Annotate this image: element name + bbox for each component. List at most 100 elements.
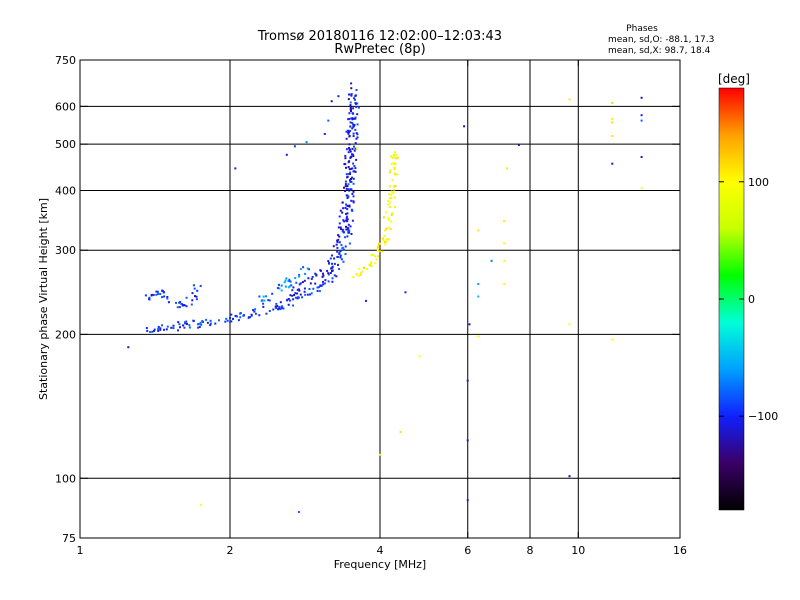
- data-point: [209, 322, 212, 325]
- data-point: [184, 322, 187, 325]
- data-point: [388, 171, 391, 174]
- data-point: [319, 284, 322, 287]
- data-point: [286, 298, 289, 301]
- data-point: [375, 258, 378, 261]
- data-point: [252, 309, 255, 312]
- data-point: [355, 158, 358, 161]
- data-point: [330, 100, 333, 103]
- data-point: [392, 191, 395, 194]
- data-point: [155, 293, 158, 296]
- data-point: [346, 176, 349, 179]
- data-point: [149, 331, 152, 333]
- data-point: [370, 261, 373, 264]
- data-point: [324, 279, 327, 282]
- data-point: [356, 102, 359, 105]
- data-point: [280, 306, 283, 309]
- data-point: [285, 277, 288, 280]
- data-point: [170, 326, 173, 329]
- data-point: [640, 119, 643, 122]
- data-point: [224, 320, 227, 323]
- data-point: [337, 234, 340, 237]
- data-point: [394, 163, 397, 166]
- data-point: [315, 273, 318, 276]
- data-point: [370, 254, 373, 257]
- data-point: [327, 272, 330, 275]
- data-point: [347, 227, 350, 230]
- data-point: [355, 272, 358, 275]
- data-point: [278, 287, 281, 290]
- data-point: [345, 137, 348, 140]
- x-tick-label: 6: [464, 544, 471, 557]
- data-point: [352, 182, 355, 185]
- data-point: [285, 153, 288, 156]
- data-point: [323, 133, 326, 135]
- data-point: [354, 142, 357, 145]
- data-point: [503, 220, 506, 223]
- data-point: [384, 243, 387, 246]
- data-point: [345, 194, 348, 197]
- data-point: [308, 268, 310, 271]
- data-point: [344, 157, 347, 160]
- data-point: [294, 296, 297, 299]
- data-point: [163, 328, 165, 331]
- data-point: [262, 295, 265, 298]
- data-point: [280, 305, 283, 308]
- data-point: [344, 185, 347, 188]
- data-point: [348, 231, 351, 234]
- data-point: [354, 128, 357, 131]
- data-point: [331, 270, 333, 272]
- y-tick-label: 100: [55, 472, 76, 485]
- data-point: [185, 305, 188, 308]
- data-point: [351, 219, 354, 222]
- data-point: [298, 283, 301, 286]
- data-point: [348, 229, 351, 232]
- data-point: [374, 255, 377, 258]
- data-point: [388, 201, 391, 204]
- data-point: [341, 201, 344, 204]
- data-point: [348, 147, 350, 149]
- data-point: [348, 135, 351, 137]
- data-point: [250, 314, 253, 317]
- data-point: [352, 125, 355, 128]
- data-point: [340, 228, 343, 231]
- data-point: [254, 308, 257, 311]
- data-point: [394, 153, 397, 156]
- data-point: [387, 199, 390, 202]
- data-point: [292, 298, 295, 301]
- data-point: [289, 280, 292, 283]
- data-point: [345, 187, 348, 190]
- phase-heading: Phases: [626, 24, 658, 34]
- data-point: [265, 295, 268, 298]
- data-point: [344, 206, 347, 209]
- data-point: [284, 285, 287, 288]
- data-point: [177, 329, 179, 332]
- data-point: [322, 274, 325, 277]
- data-point: [344, 245, 347, 248]
- data-point: [378, 242, 381, 245]
- data-point: [327, 280, 330, 283]
- data-point: [349, 107, 352, 110]
- data-point: [503, 283, 506, 285]
- data-point: [611, 117, 614, 120]
- data-point: [337, 238, 340, 241]
- data-point: [236, 315, 238, 318]
- data-point: [350, 233, 353, 235]
- data-point: [382, 239, 385, 242]
- colorbar-tick-label: 0: [748, 293, 755, 306]
- data-point: [477, 229, 480, 232]
- data-point: [357, 106, 360, 109]
- data-point: [345, 217, 348, 220]
- x-axis: 1 2 4 6 8 10 16: [77, 60, 687, 557]
- data-point: [354, 170, 357, 173]
- data-point: [477, 335, 480, 338]
- data-point: [344, 180, 347, 183]
- data-point: [234, 167, 237, 170]
- data-point: [385, 211, 388, 214]
- data-point: [503, 259, 506, 262]
- data-point: [298, 296, 300, 299]
- data-point: [640, 186, 643, 189]
- data-point: [287, 298, 290, 300]
- chart-subtitle: RwPretec (8p): [334, 42, 425, 57]
- data-point: [351, 117, 354, 120]
- data-point: [345, 166, 347, 169]
